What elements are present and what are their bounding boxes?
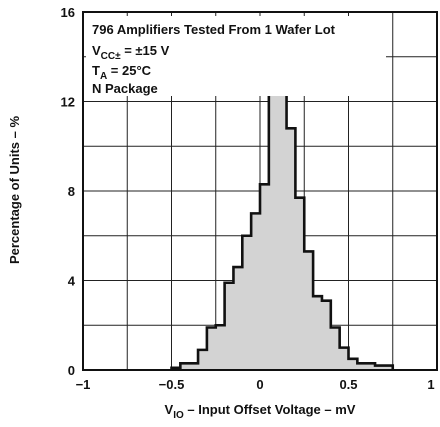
- x-axis-title-sub: IO: [173, 410, 184, 421]
- x-axis-title: VIO – Input Offset Voltage – mV: [165, 402, 356, 421]
- x-tick-label: −0.5: [159, 377, 185, 392]
- plot-frame: [82, 11, 438, 371]
- x-tick-labels: −1 −0.5 0 0.5 1: [76, 377, 435, 392]
- annotation-line-2-main: V: [92, 43, 101, 58]
- annotation-line-2-rest: = ±15 V: [121, 43, 170, 58]
- y-axis-title: Percentage of Units – %: [7, 116, 22, 265]
- annotation-line-3-sub: A: [100, 71, 107, 82]
- annotation-line-2: VCC± = ±15 V: [92, 43, 170, 62]
- y-tick-labels: 0 4 8 12 16: [61, 5, 76, 378]
- annotation-line-1: 796 Amplifiers Tested From 1 Wafer Lot: [92, 22, 336, 37]
- y-tick-label: 12: [61, 95, 75, 110]
- annotation-line-3: TA = 25°C: [92, 63, 152, 82]
- x-tick-label: −1: [76, 377, 91, 392]
- annotation-background: [86, 16, 386, 96]
- annotation-line-3-main: T: [92, 63, 100, 78]
- x-tick-label: 0.5: [339, 377, 357, 392]
- histogram-fill: [171, 72, 393, 370]
- x-tick-label: 1: [427, 377, 434, 392]
- chart-annotation: 796 Amplifiers Tested From 1 Wafer Lot V…: [86, 16, 386, 96]
- annotation-line-2-sub: CC±: [101, 51, 121, 62]
- y-tick-label: 8: [68, 184, 75, 199]
- annotation-line-3-rest: = 25°C: [107, 63, 151, 78]
- y-tick-label: 0: [68, 363, 75, 378]
- x-axis-title-main: V: [165, 402, 174, 417]
- x-axis-title-rest: – Input Offset Voltage – mV: [184, 402, 356, 417]
- annotation-line-4: N Package: [92, 81, 158, 96]
- y-tick-label: 16: [61, 5, 75, 20]
- x-tick-label: 0: [256, 377, 263, 392]
- y-tick-label: 4: [68, 274, 76, 289]
